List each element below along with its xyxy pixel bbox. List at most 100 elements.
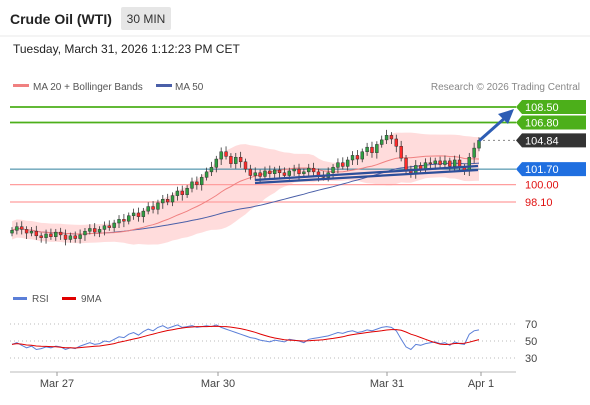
candle bbox=[209, 161, 214, 176]
candle bbox=[345, 156, 350, 171]
candle bbox=[117, 215, 121, 229]
bollinger-band bbox=[12, 132, 479, 245]
ma20-legend-swatch bbox=[13, 84, 29, 87]
candle bbox=[68, 232, 73, 243]
candle bbox=[102, 221, 107, 236]
rsi-tick-label: 70 bbox=[525, 319, 537, 331]
credit-label: Research © 2026 Trading Central bbox=[431, 82, 580, 93]
x-tick-label: Apr 1 bbox=[468, 378, 494, 390]
candle bbox=[365, 142, 369, 156]
candle bbox=[350, 151, 355, 166]
candle bbox=[302, 168, 306, 177]
candle bbox=[83, 228, 87, 241]
candle bbox=[272, 166, 277, 179]
candle bbox=[122, 213, 126, 228]
svg-text:106.80: 106.80 bbox=[525, 118, 559, 130]
candle bbox=[355, 150, 360, 166]
candle bbox=[127, 212, 131, 225]
instrument-title: Crude Oil (WTI) bbox=[10, 11, 112, 27]
candle bbox=[243, 158, 248, 173]
forecast-arrow bbox=[478, 109, 514, 142]
rsi-tick-label: 50 bbox=[525, 336, 537, 348]
candle bbox=[263, 166, 267, 180]
timeframe-badge[interactable] bbox=[121, 7, 171, 30]
candle bbox=[58, 227, 63, 240]
candle bbox=[151, 201, 155, 214]
candle bbox=[214, 155, 219, 173]
candle bbox=[200, 174, 204, 191]
svg-text:108.50: 108.50 bbox=[525, 102, 559, 114]
rsi-legend-swatch bbox=[13, 297, 27, 300]
candle bbox=[341, 157, 345, 170]
level-tag-support: 98.10 bbox=[525, 197, 553, 209]
candle bbox=[428, 157, 433, 169]
candle bbox=[292, 164, 296, 176]
svg-text:104.84: 104.84 bbox=[525, 135, 559, 147]
candle bbox=[112, 219, 116, 232]
candle bbox=[92, 223, 97, 237]
x-tick-label: Mar 30 bbox=[201, 378, 235, 390]
candle bbox=[190, 177, 194, 193]
datetime-label: Tuesday, March 31, 2026 1:12:23 PM CET bbox=[13, 42, 240, 56]
candle bbox=[268, 165, 272, 178]
candle bbox=[234, 152, 238, 169]
ma50-legend-swatch bbox=[156, 84, 172, 87]
svg-text:101.70: 101.70 bbox=[525, 164, 559, 176]
candle bbox=[384, 129, 389, 144]
rsi-panel: 70 50 30 bbox=[10, 319, 537, 365]
rsi-ma-line bbox=[11, 325, 480, 349]
candle bbox=[472, 142, 476, 164]
level-tag-resistance: 106.80 bbox=[516, 115, 586, 130]
candle bbox=[34, 225, 39, 240]
candle bbox=[238, 151, 243, 168]
candle bbox=[282, 167, 287, 179]
rsi-legend-label: RSI bbox=[32, 294, 49, 305]
candle bbox=[389, 132, 394, 144]
candle bbox=[131, 208, 136, 220]
candle bbox=[185, 185, 189, 198]
candle bbox=[379, 135, 384, 148]
ma50-legend-label: MA 50 bbox=[175, 82, 204, 93]
candle bbox=[311, 162, 316, 177]
level-tags: 108.50 106.80 104.84 101.70 100.00 98.10 bbox=[516, 100, 586, 209]
candle bbox=[448, 157, 452, 172]
candle bbox=[146, 202, 150, 215]
price-panel: 108.50 106.80 104.84 101.70 100.00 98.10 bbox=[10, 100, 586, 246]
candle bbox=[170, 192, 175, 207]
candle bbox=[73, 231, 77, 243]
candle bbox=[175, 186, 180, 201]
candle bbox=[161, 194, 165, 209]
candle bbox=[224, 146, 228, 160]
candle bbox=[88, 224, 92, 235]
candle bbox=[375, 141, 379, 159]
candle bbox=[29, 226, 34, 237]
candle bbox=[39, 232, 43, 243]
candle bbox=[219, 147, 223, 166]
candle bbox=[360, 148, 364, 163]
candle bbox=[394, 134, 399, 153]
rsi-tick-label: 30 bbox=[525, 353, 537, 365]
candle bbox=[204, 167, 209, 181]
candle bbox=[20, 221, 24, 235]
candle bbox=[195, 176, 199, 190]
candle bbox=[438, 156, 442, 168]
ma20-legend-label: MA 20 + Bollinger Bands bbox=[33, 82, 143, 93]
candle bbox=[307, 163, 311, 176]
candle bbox=[156, 199, 160, 215]
level-tag-support: 100.00 bbox=[525, 180, 559, 192]
trendline-lower bbox=[254, 168, 479, 185]
svg-text:98.10: 98.10 bbox=[525, 197, 553, 209]
trendline-upper bbox=[254, 164, 479, 182]
candle bbox=[54, 228, 58, 241]
candle bbox=[399, 140, 403, 162]
candle bbox=[370, 141, 374, 158]
candle bbox=[180, 185, 184, 201]
candle bbox=[141, 207, 146, 223]
candle bbox=[78, 229, 82, 244]
candle bbox=[165, 193, 170, 206]
timeframe-label: 30 MIN bbox=[127, 12, 166, 26]
candle bbox=[49, 228, 53, 240]
x-axis: Mar 27 Mar 30 Mar 31 Apr 1 bbox=[10, 371, 516, 390]
